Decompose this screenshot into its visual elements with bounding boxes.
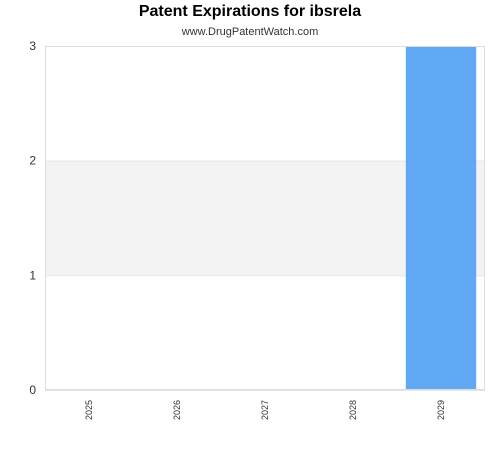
- y-tick-label: 2: [29, 154, 36, 168]
- bar-2029: [406, 46, 476, 390]
- y-tick-label: 1: [29, 268, 36, 282]
- x-tick-label: 2029: [436, 400, 446, 420]
- bars: [406, 46, 476, 390]
- y-tick-label: 0: [29, 383, 36, 397]
- x-tick-label: 2026: [172, 400, 182, 420]
- x-tick-label: 2027: [260, 400, 270, 420]
- x-axis-ticks: 2025 2026 2027 2028 2029: [84, 400, 446, 420]
- x-tick-label: 2025: [84, 400, 94, 420]
- x-tick-label: 2028: [348, 400, 358, 420]
- y-tick-label: 3: [29, 39, 36, 53]
- y-axis-ticks: 0 1 2 3: [29, 39, 36, 397]
